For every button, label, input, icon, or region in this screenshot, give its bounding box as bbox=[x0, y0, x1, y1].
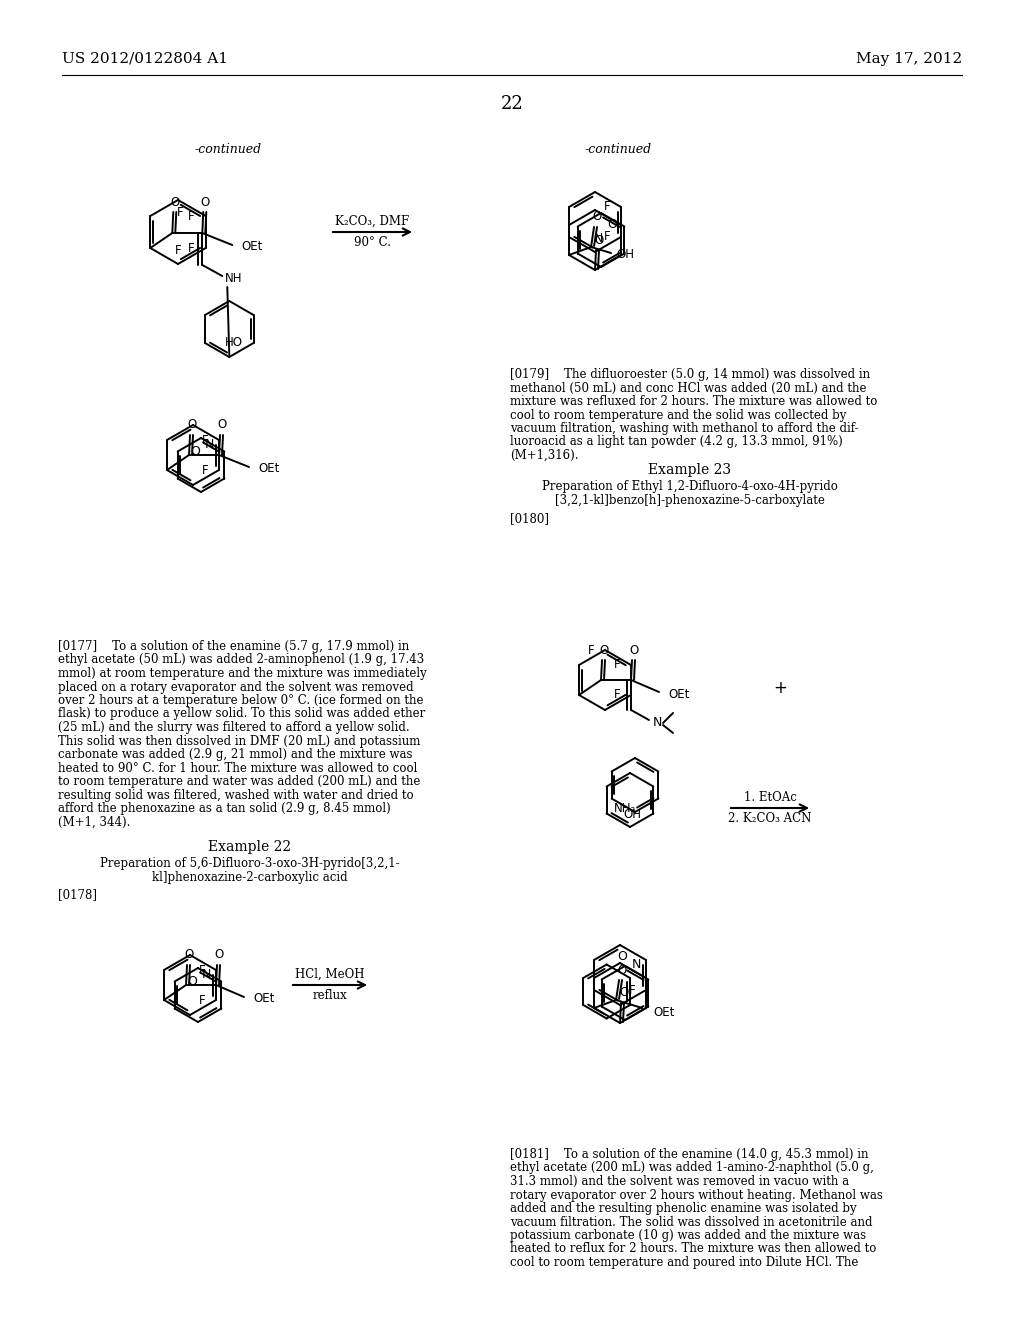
Text: O: O bbox=[201, 195, 210, 209]
Text: May 17, 2012: May 17, 2012 bbox=[856, 51, 962, 66]
Text: Preparation of Ethyl 1,2-Difluoro-4-oxo-4H-pyrido: Preparation of Ethyl 1,2-Difluoro-4-oxo-… bbox=[542, 480, 838, 492]
Text: O: O bbox=[593, 210, 602, 223]
Text: This solid was then dissolved in DMF (20 mL) and potassium: This solid was then dissolved in DMF (20… bbox=[58, 734, 421, 747]
Text: heated to 90° C. for 1 hour. The mixture was allowed to cool: heated to 90° C. for 1 hour. The mixture… bbox=[58, 762, 418, 775]
Text: vacuum filtration. The solid was dissolved in acetonitrile and: vacuum filtration. The solid was dissolv… bbox=[510, 1216, 872, 1229]
Text: F: F bbox=[613, 659, 621, 672]
Text: HO: HO bbox=[224, 337, 243, 350]
Text: F: F bbox=[199, 994, 205, 1006]
Text: F: F bbox=[187, 242, 194, 255]
Text: N: N bbox=[593, 231, 603, 244]
Text: to room temperature and water was added (200 mL) and the: to room temperature and water was added … bbox=[58, 775, 421, 788]
Text: OEt: OEt bbox=[653, 1006, 675, 1019]
Text: 2. K₂CO₃ ACN: 2. K₂CO₃ ACN bbox=[728, 812, 812, 825]
Text: kl]phenoxazine-2-carboxylic acid: kl]phenoxazine-2-carboxylic acid bbox=[153, 871, 348, 884]
Text: +: + bbox=[773, 678, 786, 697]
Text: OEt: OEt bbox=[669, 688, 690, 701]
Text: [0178]: [0178] bbox=[58, 888, 97, 902]
Text: F: F bbox=[613, 689, 621, 701]
Text: reflux: reflux bbox=[312, 989, 347, 1002]
Text: F: F bbox=[588, 644, 594, 656]
Text: N: N bbox=[202, 969, 211, 982]
Text: (25 mL) and the slurry was filtered to afford a yellow solid.: (25 mL) and the slurry was filtered to a… bbox=[58, 721, 410, 734]
Text: vacuum filtration, washing with methanol to afford the dif-: vacuum filtration, washing with methanol… bbox=[510, 422, 859, 436]
Text: OH: OH bbox=[616, 248, 634, 261]
Text: carbonate was added (2.9 g, 21 mmol) and the mixture was: carbonate was added (2.9 g, 21 mmol) and… bbox=[58, 748, 413, 762]
Text: F: F bbox=[187, 210, 194, 223]
Text: OEt: OEt bbox=[242, 240, 263, 253]
Text: O: O bbox=[187, 975, 197, 989]
Text: mixture was refluxed for 2 hours. The mixture was allowed to: mixture was refluxed for 2 hours. The mi… bbox=[510, 395, 878, 408]
Text: -continued: -continued bbox=[585, 143, 651, 156]
Text: cool to room temperature and poured into Dilute HCl. The: cool to room temperature and poured into… bbox=[510, 1257, 858, 1269]
Text: F: F bbox=[175, 244, 181, 257]
Text: OH: OH bbox=[623, 808, 641, 821]
Text: over 2 hours at a temperature below 0° C. (ice formed on the: over 2 hours at a temperature below 0° C… bbox=[58, 694, 424, 708]
Text: US 2012/0122804 A1: US 2012/0122804 A1 bbox=[62, 51, 228, 66]
Text: flask) to produce a yellow solid. To this solid was added ether: flask) to produce a yellow solid. To thi… bbox=[58, 708, 425, 721]
Text: Example 22: Example 22 bbox=[209, 840, 292, 854]
Text: NH₂: NH₂ bbox=[613, 803, 636, 814]
Text: F: F bbox=[177, 206, 183, 219]
Text: N: N bbox=[205, 438, 214, 451]
Text: K₂CO₃, DMF: K₂CO₃, DMF bbox=[336, 215, 410, 228]
Text: O: O bbox=[620, 986, 629, 999]
Text: O: O bbox=[217, 418, 226, 432]
Text: O: O bbox=[190, 445, 200, 458]
Text: O: O bbox=[171, 195, 180, 209]
Text: OEt: OEt bbox=[253, 993, 274, 1006]
Text: O: O bbox=[607, 218, 617, 231]
Text: [0179]    The difluoroester (5.0 g, 14 mmol) was dissolved in: [0179] The difluoroester (5.0 g, 14 mmol… bbox=[510, 368, 870, 381]
Text: F: F bbox=[199, 964, 205, 977]
Text: potassium carbonate (10 g) was added and the mixture was: potassium carbonate (10 g) was added and… bbox=[510, 1229, 866, 1242]
Text: 31.3 mmol) and the solvent was removed in vacuo with a: 31.3 mmol) and the solvent was removed i… bbox=[510, 1175, 849, 1188]
Text: 22: 22 bbox=[501, 95, 523, 114]
Text: placed on a rotary evaporator and the solvent was removed: placed on a rotary evaporator and the so… bbox=[58, 681, 414, 693]
Text: Preparation of 5,6-Difluoro-3-oxo-3H-pyrido[3,2,1-: Preparation of 5,6-Difluoro-3-oxo-3H-pyr… bbox=[100, 857, 399, 870]
Text: resulting solid was filtered, washed with water and dried to: resulting solid was filtered, washed wit… bbox=[58, 788, 414, 801]
Text: -continued: -continued bbox=[195, 143, 261, 156]
Text: methanol (50 mL) and conc HCl was added (20 mL) and the: methanol (50 mL) and conc HCl was added … bbox=[510, 381, 866, 395]
Text: N: N bbox=[632, 958, 641, 972]
Text: afford the phenoxazine as a tan solid (2.9 g, 8.45 mmol): afford the phenoxazine as a tan solid (2… bbox=[58, 803, 391, 814]
Text: cool to room temperature and the solid was collected by: cool to room temperature and the solid w… bbox=[510, 408, 847, 421]
Text: OEt: OEt bbox=[258, 462, 280, 475]
Text: O: O bbox=[617, 964, 627, 977]
Text: rotary evaporator over 2 hours without heating. Methanol was: rotary evaporator over 2 hours without h… bbox=[510, 1188, 883, 1201]
Text: (M+1,316).: (M+1,316). bbox=[510, 449, 579, 462]
Text: O: O bbox=[187, 418, 197, 432]
Text: F: F bbox=[604, 201, 610, 214]
Text: Example 23: Example 23 bbox=[648, 463, 731, 477]
Text: ethyl acetate (50 mL) was added 2-aminophenol (1.9 g, 17.43: ethyl acetate (50 mL) was added 2-aminop… bbox=[58, 653, 424, 667]
Text: 90° C.: 90° C. bbox=[354, 236, 391, 249]
Text: HCl, MeOH: HCl, MeOH bbox=[295, 968, 365, 981]
Text: O: O bbox=[617, 950, 627, 964]
Text: 1. EtOAc: 1. EtOAc bbox=[743, 791, 797, 804]
Text: [0180]: [0180] bbox=[510, 512, 549, 525]
Text: O: O bbox=[630, 644, 639, 656]
Text: F: F bbox=[202, 433, 208, 446]
Text: [3,2,1-kl]benzo[h]-phenoxazine-5-carboxylate: [3,2,1-kl]benzo[h]-phenoxazine-5-carboxy… bbox=[555, 494, 825, 507]
Text: N: N bbox=[652, 717, 662, 730]
Text: O: O bbox=[184, 949, 194, 961]
Text: F: F bbox=[629, 983, 635, 997]
Text: [0177]    To a solution of the enamine (5.7 g, 17.9 mmol) in: [0177] To a solution of the enamine (5.7… bbox=[58, 640, 410, 653]
Text: O: O bbox=[594, 234, 603, 247]
Text: [0181]    To a solution of the enamine (14.0 g, 45.3 mmol) in: [0181] To a solution of the enamine (14.… bbox=[510, 1148, 868, 1162]
Text: F: F bbox=[202, 463, 208, 477]
Text: (M+1, 344).: (M+1, 344). bbox=[58, 816, 130, 829]
Text: luoroacid as a light tan powder (4.2 g, 13.3 mmol, 91%): luoroacid as a light tan powder (4.2 g, … bbox=[510, 436, 843, 449]
Text: O: O bbox=[599, 644, 608, 656]
Text: O: O bbox=[214, 949, 223, 961]
Text: mmol) at room temperature and the mixture was immediately: mmol) at room temperature and the mixtur… bbox=[58, 667, 427, 680]
Text: heated to reflux for 2 hours. The mixture was then allowed to: heated to reflux for 2 hours. The mixtur… bbox=[510, 1242, 877, 1255]
Text: ethyl acetate (200 mL) was added 1-amino-2-naphthol (5.0 g,: ethyl acetate (200 mL) was added 1-amino… bbox=[510, 1162, 873, 1175]
Text: F: F bbox=[604, 231, 610, 243]
Text: NH: NH bbox=[224, 272, 242, 285]
Text: added and the resulting phenolic enamine was isolated by: added and the resulting phenolic enamine… bbox=[510, 1203, 857, 1214]
